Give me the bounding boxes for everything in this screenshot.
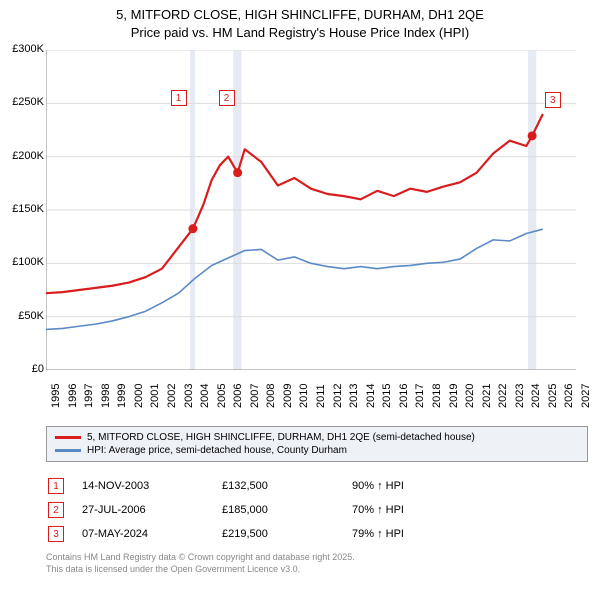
x-tick-label: 1995 (50, 384, 62, 408)
x-tick-label: 2005 (216, 384, 228, 408)
chart-title: 5, MITFORD CLOSE, HIGH SHINCLIFFE, DURHA… (0, 0, 600, 41)
x-tick-label: 1999 (116, 384, 128, 408)
sale-pct: 70% ↑ HPI (352, 504, 432, 516)
sale-date: 07-MAY-2024 (82, 528, 222, 540)
footer-line2: This data is licensed under the Open Gov… (46, 564, 570, 576)
x-tick-label: 2008 (265, 384, 277, 408)
x-tick-label: 1996 (67, 384, 79, 408)
x-tick-label: 2026 (563, 384, 575, 408)
x-tick-label: 2007 (249, 384, 261, 408)
x-tick-label: 2010 (298, 384, 310, 408)
title-line2: Price paid vs. HM Land Registry's House … (0, 24, 600, 42)
legend: 5, MITFORD CLOSE, HIGH SHINCLIFFE, DURHA… (46, 426, 588, 462)
chart-marker-3: 3 (545, 92, 561, 108)
legend-label: 5, MITFORD CLOSE, HIGH SHINCLIFFE, DURHA… (87, 432, 475, 443)
x-tick-label: 2009 (282, 384, 294, 408)
y-tick-label: £100K (4, 256, 44, 268)
sale-price: £219,500 (222, 528, 352, 540)
x-tick-label: 2006 (232, 384, 244, 408)
x-tick-label: 2004 (199, 384, 211, 408)
x-tick-label: 2017 (414, 384, 426, 408)
x-tick-label: 1998 (100, 384, 112, 408)
sales-table: 1 14-NOV-2003£132,50090% ↑ HPI 2 27-JUL-200… (46, 474, 570, 546)
x-tick-label: 2021 (481, 384, 493, 408)
x-tick-label: 2014 (365, 384, 377, 408)
x-tick-label: 2019 (448, 384, 460, 408)
sale-date: 27-JUL-2006 (82, 504, 222, 516)
sale-pct: 79% ↑ HPI (352, 528, 432, 540)
x-tick-label: 2011 (315, 384, 327, 408)
y-tick-label: £0 (4, 363, 44, 375)
sale-marker: 2 (48, 502, 64, 518)
sale-marker: 1 (48, 478, 64, 494)
footer: Contains HM Land Registry data © Crown c… (46, 552, 570, 575)
legend-item: 5, MITFORD CLOSE, HIGH SHINCLIFFE, DURHA… (55, 431, 579, 444)
y-tick-label: £300K (4, 43, 44, 55)
x-tick-label: 2016 (398, 384, 410, 408)
x-tick-label: 2024 (530, 384, 542, 408)
x-tick-label: 2000 (133, 384, 145, 408)
y-tick-label: £250K (4, 96, 44, 108)
x-tick-label: 2003 (183, 384, 195, 408)
x-tick-label: 2001 (149, 384, 161, 408)
x-tick-label: 2020 (464, 384, 476, 408)
sale-price: £185,000 (222, 504, 352, 516)
chart-marker-2: 2 (219, 90, 235, 106)
footer-line1: Contains HM Land Registry data © Crown c… (46, 552, 570, 564)
chart-marker-1: 1 (171, 90, 187, 106)
x-tick-label: 2013 (348, 384, 360, 408)
price-chart (46, 50, 576, 370)
x-tick-label: 2002 (166, 384, 178, 408)
legend-swatch (55, 436, 81, 439)
sales-row: 2 27-JUL-2006£185,00070% ↑ HPI (46, 498, 570, 522)
sales-row: 3 07-MAY-2024£219,50079% ↑ HPI (46, 522, 570, 546)
y-tick-label: £50K (4, 310, 44, 322)
y-tick-label: £150K (4, 203, 44, 215)
sale-date: 14-NOV-2003 (82, 480, 222, 492)
x-tick-label: 2012 (332, 384, 344, 408)
chart-frame: 5, MITFORD CLOSE, HIGH SHINCLIFFE, DURHA… (0, 0, 600, 590)
legend-swatch (55, 449, 81, 452)
legend-label: HPI: Average price, semi-detached house,… (87, 445, 347, 456)
sale-price: £132,500 (222, 480, 352, 492)
x-tick-label: 2027 (580, 384, 592, 408)
sales-row: 1 14-NOV-2003£132,50090% ↑ HPI (46, 474, 570, 498)
y-tick-label: £200K (4, 150, 44, 162)
x-tick-label: 2023 (514, 384, 526, 408)
x-tick-label: 1997 (83, 384, 95, 408)
x-tick-label: 2015 (381, 384, 393, 408)
x-tick-label: 2018 (431, 384, 443, 408)
x-tick-label: 2022 (497, 384, 509, 408)
title-line1: 5, MITFORD CLOSE, HIGH SHINCLIFFE, DURHA… (0, 6, 600, 24)
sale-pct: 90% ↑ HPI (352, 480, 432, 492)
x-tick-label: 2025 (547, 384, 559, 408)
sale-marker: 3 (48, 526, 64, 542)
legend-item: HPI: Average price, semi-detached house,… (55, 444, 579, 457)
x-axis-labels: 1995 1996 1997 1998 1999 2000 2001 2002 2003 2004… (46, 376, 576, 416)
